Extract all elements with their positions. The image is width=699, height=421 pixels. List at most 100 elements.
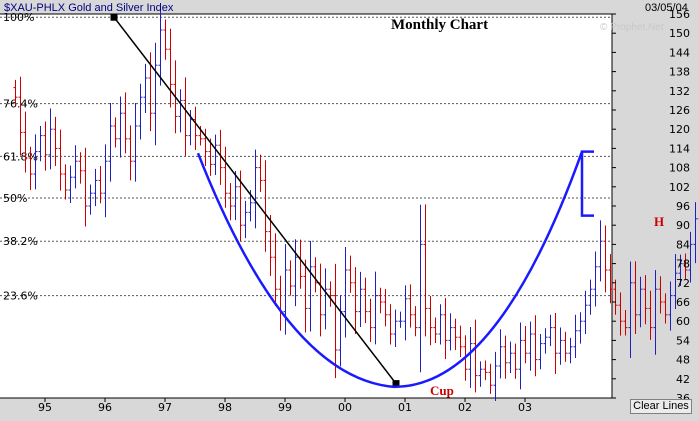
ohlc-bar	[293, 239, 298, 307]
ohlc-bar	[603, 225, 608, 293]
y-axis-ticks: 156 150 144 138 132 126 120 114 108 102 96 90 84 78 72…	[612, 8, 690, 405]
ohlc-bar	[38, 126, 43, 162]
x-tick-label: 98	[218, 401, 232, 414]
ohlc-bar	[13, 79, 18, 105]
ohlc-bar	[593, 251, 598, 307]
ohlc-bar	[408, 284, 413, 328]
date-label: 03/05/04	[645, 2, 688, 14]
ohlc-bar	[328, 281, 333, 307]
ohlc-bar	[423, 204, 428, 337]
ohlc-bar	[108, 102, 113, 182]
y-tick-label: 66	[676, 296, 690, 309]
ohlc-bar	[388, 304, 393, 345]
ohlc-bar	[533, 315, 538, 377]
y-tick-label: 132	[669, 85, 690, 98]
ohlc-bar	[213, 134, 218, 175]
ohlc-bar	[123, 92, 128, 154]
clear-lines-button[interactable]: Clear Lines	[630, 399, 692, 414]
ohlc-bar	[158, 6, 163, 86]
handle-annotation: H	[654, 214, 664, 229]
downtrend-line[interactable]	[113, 16, 397, 385]
ohlc-bar	[418, 204, 423, 373]
ohlc-bar	[253, 149, 258, 229]
ohlc-bar	[143, 63, 148, 114]
ohlc-bar	[378, 287, 383, 314]
ohlc-bar	[623, 310, 628, 336]
ohlc-bar	[448, 313, 453, 351]
x-tick-label: 03	[518, 401, 532, 414]
ohlc-bar	[43, 121, 48, 171]
ohlc-bar	[63, 164, 68, 200]
fib-label: 100%	[3, 11, 34, 24]
ohlc-bar	[343, 246, 348, 338]
ohlc-bar	[478, 361, 483, 387]
y-tick-label: 72	[676, 277, 690, 290]
ohlc-bar	[573, 314, 578, 358]
line-anchor-handle[interactable]	[110, 13, 118, 21]
x-tick-label: 95	[38, 401, 52, 414]
ohlc-bar	[513, 343, 518, 379]
ohlc-bar	[648, 290, 653, 340]
ohlc-bar	[243, 200, 248, 239]
price-bars	[13, 6, 699, 402]
ohlc-bar	[28, 146, 33, 190]
x-axis-ticks: 95 96 97 98 99 00 01 02 03	[38, 398, 532, 414]
ohlc-bar	[498, 329, 503, 379]
ohlc-bar	[553, 313, 558, 374]
fib-label: 61.8%	[3, 150, 38, 163]
y-tick-label: 126	[669, 104, 690, 117]
ohlc-bar	[133, 102, 138, 182]
y-tick-label: 108	[669, 162, 690, 175]
x-tick-label: 99	[278, 401, 292, 414]
ohlc-bar	[308, 240, 313, 332]
ohlc-bar	[48, 108, 53, 170]
ohlc-bar	[383, 289, 388, 327]
ohlc-bar	[73, 145, 78, 189]
symbol-title: $XAU-PHLX Gold and Silver Index	[4, 2, 174, 14]
ohlc-bar	[368, 298, 373, 342]
ohlc-bar	[183, 77, 188, 157]
ohlc-bar	[393, 309, 398, 347]
x-tick-label: 96	[98, 401, 112, 414]
watermark: © Prophet.Net	[600, 22, 664, 33]
ohlc-bar	[683, 253, 688, 279]
ohlc-bar	[373, 271, 378, 345]
y-tick-label: 150	[669, 27, 690, 40]
y-tick-label: 60	[676, 315, 690, 328]
ohlc-bar	[233, 170, 238, 221]
top-header-bar	[0, 0, 699, 14]
ohlc-bar	[528, 321, 533, 371]
ohlc-bar	[268, 214, 273, 276]
x-tick-label: 97	[158, 401, 172, 414]
x-tick-label: 00	[338, 401, 352, 414]
ohlc-bar	[53, 116, 58, 166]
handle-lines[interactable]	[580, 150, 594, 217]
ohlc-bar	[488, 363, 493, 394]
ohlc-bar	[638, 276, 643, 328]
ohlc-bar	[518, 322, 523, 390]
ohlc-bar	[688, 231, 693, 283]
y-tick-label: 54	[676, 334, 690, 347]
chart-title: Monthly Chart	[391, 17, 488, 33]
ohlc-bar	[208, 138, 213, 176]
ohlc-bar	[613, 279, 618, 315]
cup-annotation: Cup	[430, 383, 454, 398]
ohlc-bar	[228, 183, 233, 221]
ohlc-bar	[693, 202, 698, 264]
line-anchor-handle[interactable]	[392, 380, 400, 388]
ohlc-bar	[178, 89, 183, 133]
fib-label: 38.2%	[3, 235, 38, 248]
ohlc-bar	[493, 351, 498, 402]
cup-curve[interactable]	[196, 151, 584, 389]
ohlc-bar	[598, 220, 603, 282]
ohlc-bar	[348, 255, 353, 293]
y-tick-label: 144	[669, 46, 690, 59]
ohlc-bar	[358, 271, 363, 327]
ohlc-bar	[313, 257, 318, 293]
ohlc-bar	[333, 263, 338, 379]
ohlc-bar	[508, 341, 513, 374]
ohlc-bar	[58, 129, 63, 191]
ohlc-bar	[283, 244, 288, 335]
ohlc-bar	[398, 311, 403, 328]
ohlc-bar	[403, 285, 408, 341]
